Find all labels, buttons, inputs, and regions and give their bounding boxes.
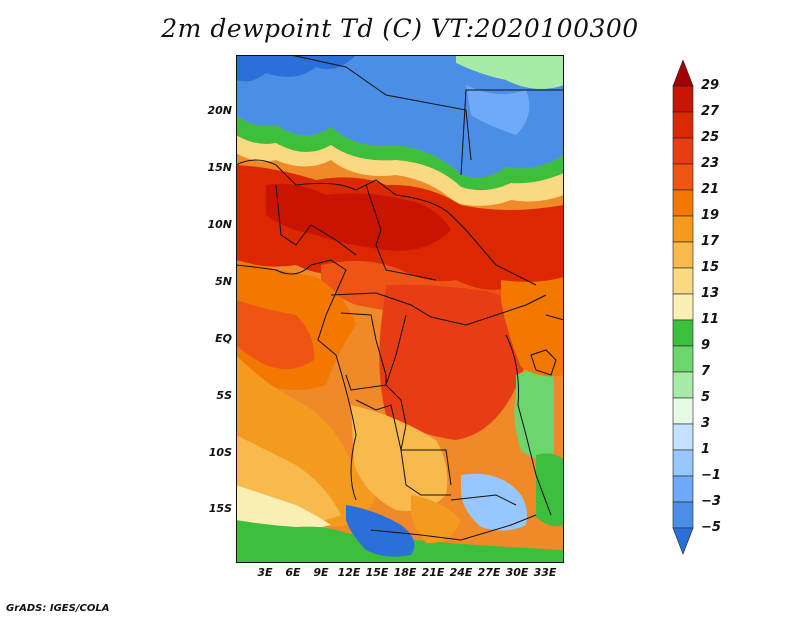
colorbar-segments — [672, 60, 694, 555]
colorbar-label: 29 — [701, 78, 720, 93]
lon-label-24e: 24E — [449, 566, 473, 579]
lon-label-9e: 9E — [313, 566, 329, 579]
colorbar-label: 25 — [701, 130, 720, 145]
lat-label-10n: 10N — [207, 218, 232, 231]
colorbar-segment — [672, 241, 694, 269]
colorbar-segment — [672, 475, 694, 503]
colorbar-segment — [672, 501, 694, 529]
colorbar-label: 3 — [701, 416, 711, 431]
lon-label-30e: 30E — [505, 566, 529, 579]
colorbar-segment — [672, 345, 694, 373]
colorbar-segment — [672, 189, 694, 217]
lon-label-33e: 33E — [533, 566, 557, 579]
colorbar-label: 9 — [701, 338, 711, 353]
lon-label-27e: 27E — [477, 566, 501, 579]
map-frame — [236, 55, 564, 563]
lat-label-5s: 5S — [216, 389, 232, 402]
lat-label-eq: EQ — [215, 332, 232, 345]
colorbar-label: 1 — [701, 442, 711, 457]
lat-label-15s: 15S — [208, 502, 232, 515]
colorbar-label: 19 — [701, 208, 720, 223]
colorbar-segment — [672, 163, 694, 191]
colorbar-label: 27 — [701, 104, 720, 119]
colorbar-label: 7 — [701, 364, 711, 379]
country-borders — [235, 54, 565, 541]
lon-label-3e: 3E — [257, 566, 273, 579]
grads-credit: GrADS: IGES/COLA — [6, 603, 110, 614]
lat-label-10s: 10S — [208, 446, 232, 459]
colorbar-segment — [672, 215, 694, 243]
colorbar-label: 5 — [701, 390, 711, 405]
colorbar-segment — [672, 397, 694, 425]
colorbar-segment — [672, 137, 694, 165]
colorbar-label: 17 — [701, 234, 720, 249]
colorbar-segment — [672, 319, 694, 347]
colorbar-label: 21 — [701, 182, 720, 197]
colorbar — [672, 60, 694, 555]
lat-label-20n: 20N — [207, 104, 232, 117]
colorbar-segment — [672, 267, 694, 295]
colorbar-segment — [672, 423, 694, 451]
colorbar-label: 15 — [701, 260, 720, 275]
lat-label-15n: 15N — [207, 161, 232, 174]
colorbar-label: 23 — [701, 156, 720, 171]
lon-label-18e: 18E — [393, 566, 417, 579]
colorbar-label: −5 — [701, 520, 721, 535]
lon-label-21e: 21E — [421, 566, 445, 579]
colorbar-label: 13 — [701, 286, 720, 301]
lon-label-15e: 15E — [365, 566, 389, 579]
colorbar-segment — [672, 293, 694, 321]
lat-label-5n: 5N — [215, 275, 232, 288]
map-shading — [236, 55, 564, 563]
colorbar-segment — [672, 449, 694, 477]
colorbar-top-arrow — [672, 60, 694, 87]
dewpoint-map — [235, 54, 565, 563]
lon-label-6e: 6E — [285, 566, 301, 579]
colorbar-label: 11 — [701, 312, 720, 327]
map-svg — [235, 54, 565, 563]
colorbar-bottom-arrow — [672, 527, 694, 555]
colorbar-segment — [672, 371, 694, 399]
colorbar-segment — [672, 85, 694, 113]
chart-title: 2m dewpoint Td (C) VT:2020100300 — [161, 14, 639, 43]
colorbar-label: −1 — [701, 468, 721, 483]
lon-label-12e: 12E — [337, 566, 361, 579]
colorbar-label: −3 — [701, 494, 721, 509]
colorbar-segment — [672, 111, 694, 139]
